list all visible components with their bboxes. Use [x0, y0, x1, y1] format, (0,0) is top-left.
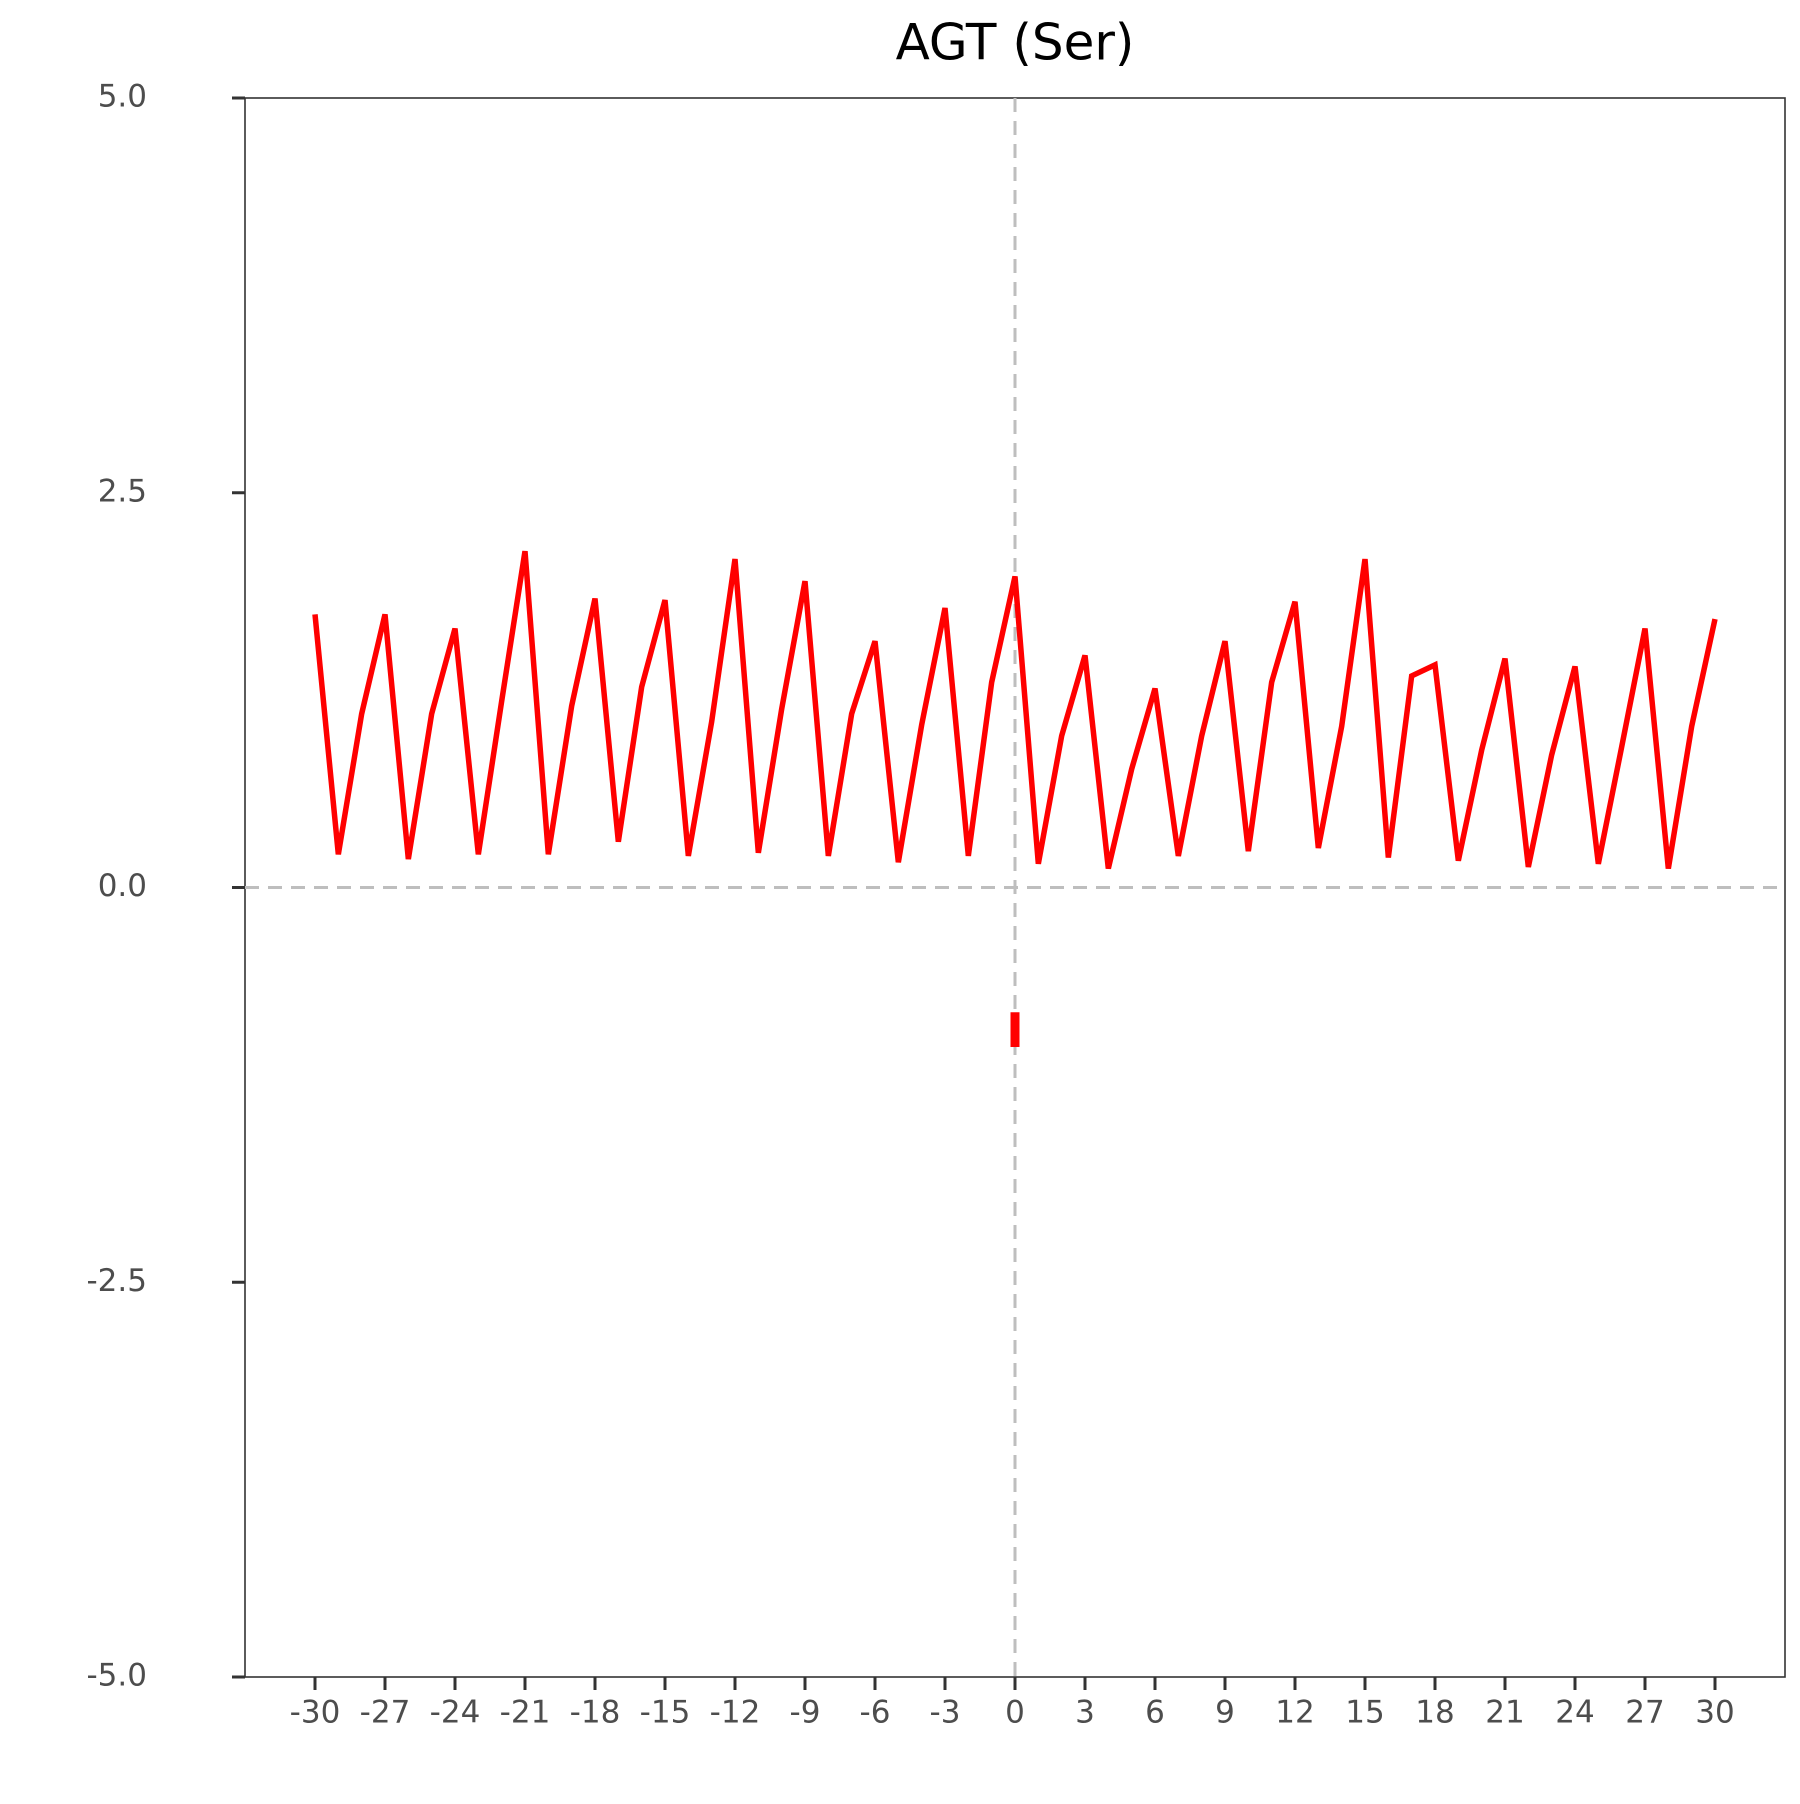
x-tick-label: -15 [640, 1695, 691, 1731]
chart-title: AGT (Ser) [896, 14, 1135, 72]
x-tick-label: 30 [1695, 1695, 1734, 1731]
x-tick-label: 15 [1345, 1695, 1384, 1731]
x-tick-label: 3 [1075, 1695, 1095, 1731]
y-tick-label: -5.0 [87, 1658, 148, 1694]
x-tick-label: -27 [360, 1695, 411, 1731]
x-tick-label: 18 [1415, 1695, 1454, 1731]
x-tick-label: 0 [1005, 1695, 1025, 1731]
y-tick-label: 5.0 [98, 79, 147, 115]
x-tick-label: -30 [290, 1695, 341, 1731]
x-tick-label: -3 [930, 1695, 961, 1731]
x-tick-label: -6 [860, 1695, 891, 1731]
y-tick-label: -2.5 [87, 1263, 148, 1299]
x-tick-label: 9 [1215, 1695, 1235, 1731]
x-tick-label: -24 [430, 1695, 481, 1731]
y-tick-label: 2.5 [98, 473, 147, 509]
x-tick-label: -12 [710, 1695, 761, 1731]
x-tick-label: 12 [1275, 1695, 1314, 1731]
data-line [312, 550, 1718, 870]
x-tick-label: 21 [1485, 1695, 1524, 1731]
x-tick-label: 6 [1145, 1695, 1165, 1731]
x-tick-label: -18 [570, 1695, 621, 1731]
x-tick-label: 27 [1625, 1695, 1664, 1731]
y-tick-label: 0.0 [98, 868, 147, 904]
x-tick-label: 24 [1555, 1695, 1594, 1731]
x-tick-label: -9 [790, 1695, 821, 1731]
x-tick-label: -21 [500, 1695, 551, 1731]
